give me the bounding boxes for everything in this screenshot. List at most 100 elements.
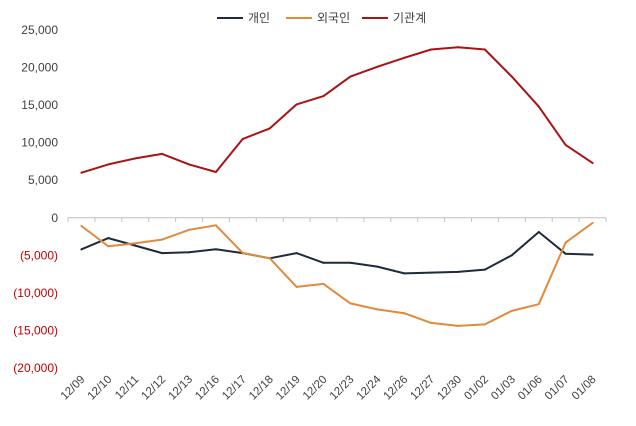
data-point (214, 248, 217, 251)
data-point (107, 237, 110, 240)
data-point (510, 254, 513, 257)
y-tick-label: (15,000) (13, 323, 58, 337)
data-point (134, 244, 137, 247)
data-point (188, 163, 191, 166)
data-point (591, 253, 594, 256)
data-point (430, 271, 433, 274)
data-point (349, 261, 352, 264)
y-tick-label: 5,000 (28, 173, 58, 187)
data-point (268, 257, 271, 260)
data-point (457, 324, 460, 327)
data-point (349, 75, 352, 78)
y-tick-label: 25,000 (21, 23, 58, 37)
data-point (107, 163, 110, 166)
data-point (430, 48, 433, 51)
data-point (430, 321, 433, 324)
data-point (510, 309, 513, 312)
data-point (188, 251, 191, 254)
data-point (241, 252, 244, 255)
series-line-0 (80, 231, 594, 275)
x-tick-label: 12/17 (220, 374, 249, 403)
legend-label: 외국인 (317, 11, 350, 25)
data-point (188, 228, 191, 231)
x-tick-label: 12/19 (274, 374, 303, 403)
x-tick-label: 12/26 (382, 374, 411, 403)
y-tick-label: 15,000 (21, 98, 58, 112)
data-point (403, 272, 406, 275)
x-tick-label: 01/02 (462, 374, 491, 403)
x-tick-label: 01/08 (570, 374, 599, 403)
series-line-2 (80, 46, 594, 174)
data-point (80, 225, 83, 228)
data-point (537, 231, 540, 234)
data-point (268, 127, 271, 130)
legend: 개인 외국인 기관계 (217, 11, 426, 25)
data-point (214, 224, 217, 227)
data-point (241, 137, 244, 140)
legend-item-2: 기관계 (362, 11, 426, 25)
data-point (161, 152, 164, 155)
data-point (564, 252, 567, 255)
data-point (161, 252, 164, 255)
x-tick-label: 12/23 (328, 374, 357, 403)
data-point (214, 170, 217, 173)
data-point (80, 171, 83, 174)
data-point (80, 248, 83, 251)
x-tick-label: 01/03 (489, 374, 518, 403)
x-tick-label: 01/07 (543, 374, 572, 403)
data-point (591, 222, 594, 225)
series-line-1 (80, 222, 594, 327)
data-point (322, 261, 325, 264)
x-tick-label: 12/10 (86, 374, 115, 403)
data-point (403, 312, 406, 315)
data-point (161, 238, 164, 241)
data-point (483, 48, 486, 51)
legend-label: 기관계 (393, 11, 426, 25)
data-point (376, 308, 379, 311)
data-point (376, 265, 379, 268)
data-point (322, 95, 325, 98)
series-layer (80, 46, 594, 327)
data-point (295, 252, 298, 255)
y-tick-label: 20,000 (21, 61, 58, 75)
x-tick-label: 12/12 (139, 374, 168, 403)
x-tick-label: 12/18 (247, 374, 276, 403)
y-tick-label: 10,000 (21, 136, 58, 150)
x-tick-label: 12/30 (435, 374, 464, 403)
data-point (295, 285, 298, 288)
data-point (483, 268, 486, 271)
data-point (457, 270, 460, 273)
data-point (376, 65, 379, 68)
legend-label: 개인 (248, 11, 270, 25)
data-point (134, 242, 137, 245)
x-tick-label: 12/24 (355, 373, 384, 402)
y-tick-label: 0 (51, 211, 58, 225)
x-tick-label: 01/06 (516, 374, 545, 403)
legend-item-1: 외국인 (286, 11, 350, 25)
x-tick-label: 12/20 (301, 374, 330, 403)
x-tick-label: 12/16 (193, 374, 222, 403)
x-tick-label: 12/13 (166, 374, 195, 403)
data-point (483, 323, 486, 326)
data-point (564, 143, 567, 146)
data-point (134, 157, 137, 160)
data-point (510, 75, 513, 78)
y-axis: 25,000 20,000 15,000 10,000 5,000 0 (5,000) (10… (13, 23, 58, 375)
data-point (107, 245, 110, 248)
data-point (564, 241, 567, 244)
y-tick-label: (10,000) (13, 286, 58, 300)
data-point (591, 161, 594, 164)
x-tick-label: 12/27 (408, 374, 437, 403)
data-point (457, 46, 460, 49)
data-point (322, 282, 325, 285)
y-tick-label: (20,000) (13, 361, 58, 375)
data-point (349, 302, 352, 305)
x-tick-label: 12/09 (59, 374, 88, 403)
data-point (537, 105, 540, 108)
y-tick-label: (5,000) (20, 248, 58, 262)
legend-item-0: 개인 (217, 11, 270, 25)
x-tick-label: 12/11 (113, 374, 141, 402)
data-point (403, 56, 406, 59)
data-point (295, 103, 298, 106)
